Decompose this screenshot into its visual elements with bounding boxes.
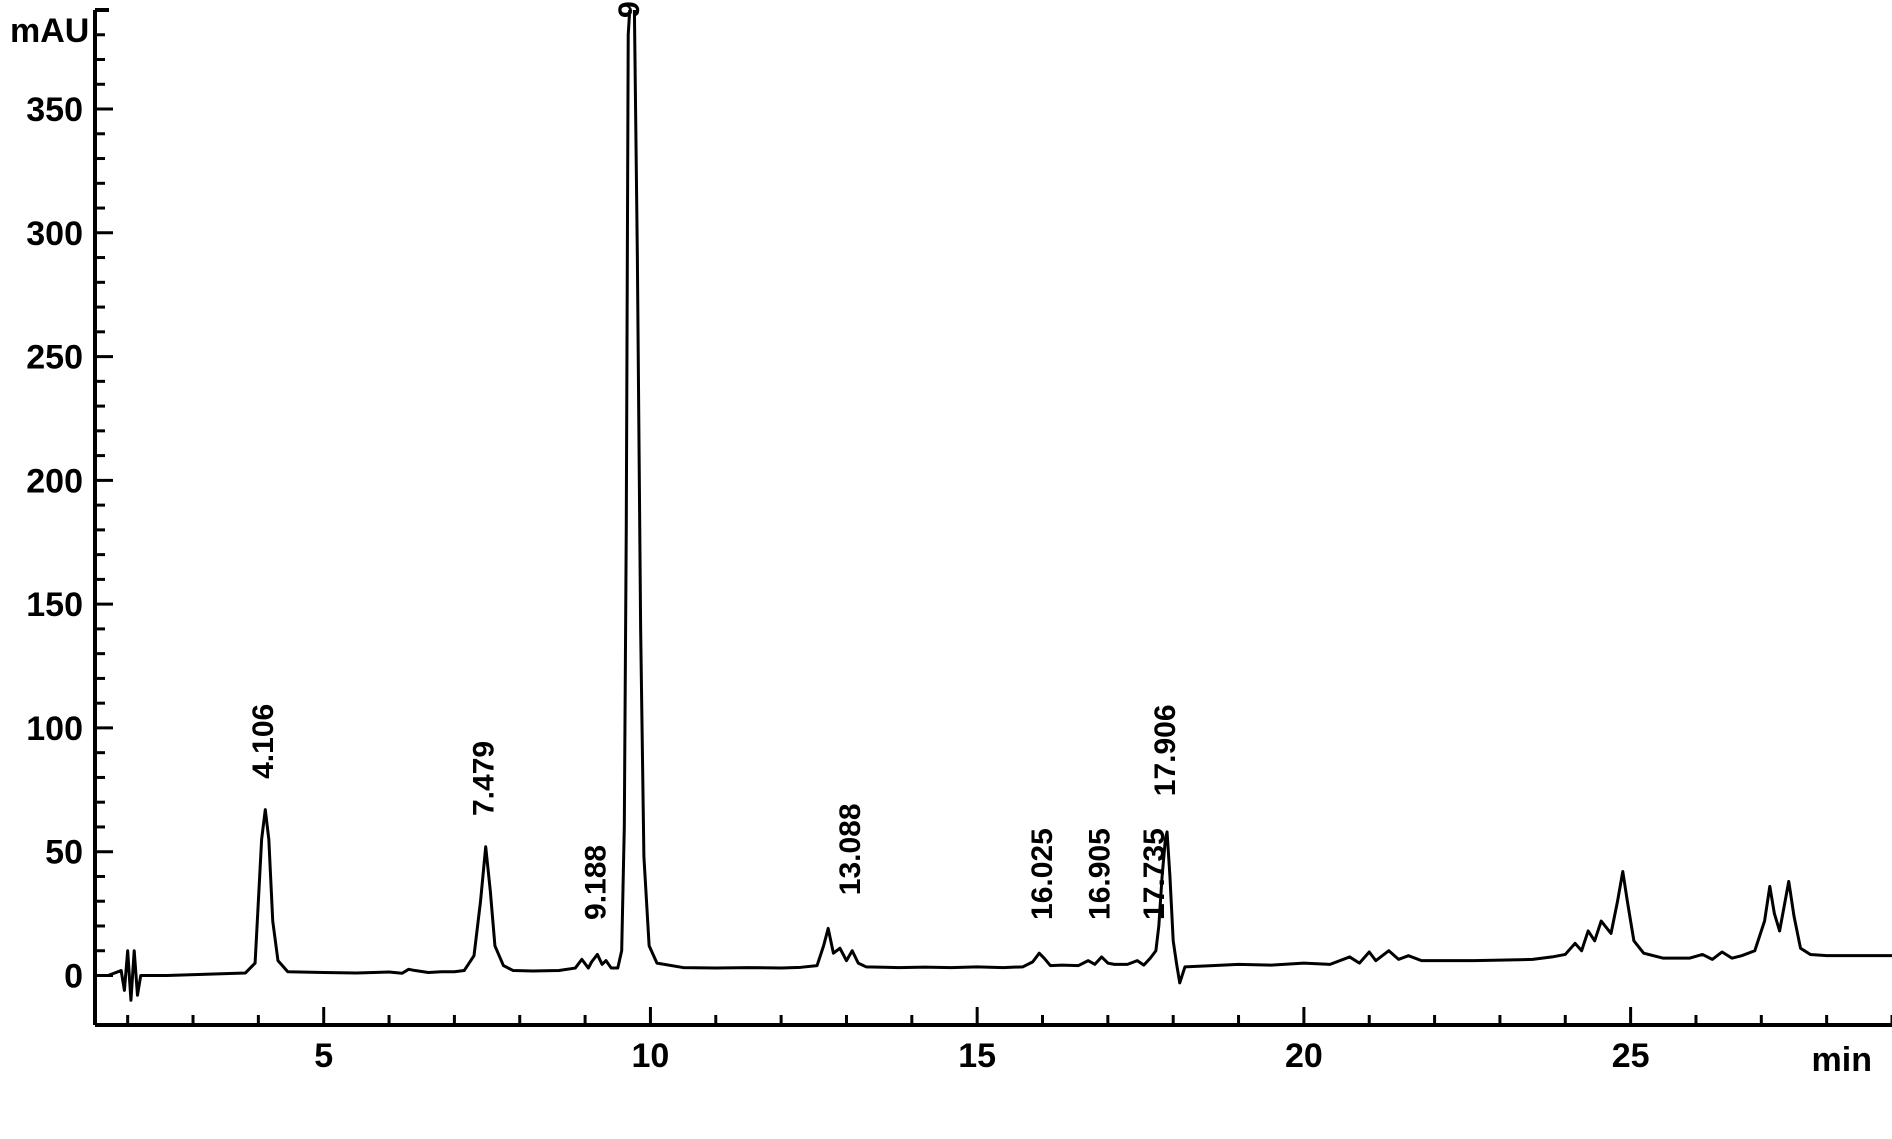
- peak-label: 9.706: [613, 0, 646, 18]
- y-tick-label: 0: [64, 957, 83, 995]
- x-axis-label: min: [1812, 1041, 1872, 1079]
- peak-label: 16.025: [1026, 828, 1059, 920]
- y-tick-label: 150: [26, 586, 83, 624]
- x-tick-label: 20: [1285, 1037, 1323, 1075]
- y-tick-label: 50: [45, 834, 83, 872]
- peak-label: 9.188: [579, 845, 612, 920]
- x-tick-label: 5: [314, 1037, 333, 1075]
- y-tick-label: 200: [26, 462, 83, 500]
- x-tick-label: 25: [1612, 1037, 1650, 1075]
- peak-label: 7.479: [468, 741, 501, 816]
- x-tick-label: 10: [632, 1037, 670, 1075]
- peak-label: 4.106: [247, 704, 280, 779]
- chromatogram-trace: [108, 0, 1892, 1000]
- peak-label: 17.906: [1149, 704, 1182, 796]
- peak-label: 17.735: [1138, 828, 1171, 920]
- y-tick-label: 100: [26, 710, 83, 748]
- y-axis-label: mAU: [10, 12, 89, 50]
- y-tick-label: 350: [26, 91, 83, 129]
- peak-label: 16.905: [1084, 828, 1117, 920]
- peak-label: 13.088: [834, 803, 867, 895]
- x-tick-label: 15: [958, 1037, 996, 1075]
- y-tick-label: 300: [26, 215, 83, 253]
- chromatogram-container: 0 50 100 150 200 250 300 350 mAU 5 10 15 20 25 min 4.10…: [0, 0, 1892, 1139]
- y-tick-label: 250: [26, 339, 83, 377]
- chromatogram-svg: 0 50 100 150 200 250 300 350 mAU 5 10 15 20 25 min 4.10…: [0, 0, 1892, 1139]
